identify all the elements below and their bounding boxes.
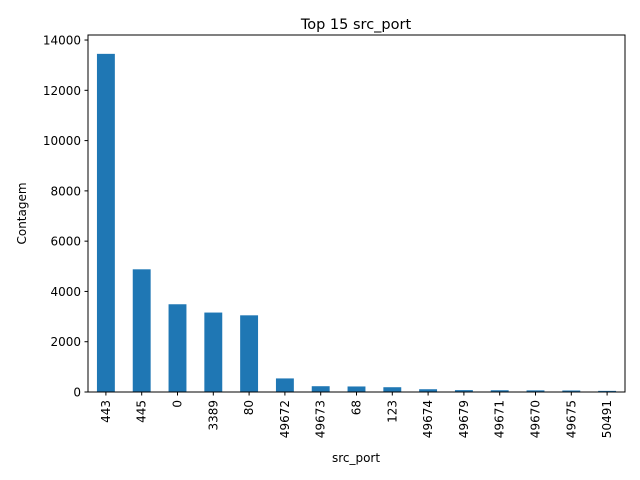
bar-49670 bbox=[526, 390, 545, 392]
x-tick-label: 50491 bbox=[600, 400, 614, 438]
bar-445 bbox=[132, 269, 151, 392]
bar-443 bbox=[96, 53, 115, 393]
y-axis: 0 2000 4000 6000 8000 10000 12000 14000 bbox=[43, 34, 88, 400]
x-tick-label: 123 bbox=[385, 400, 399, 423]
x-tick-label: 3389 bbox=[206, 400, 220, 431]
x-tick-label: 68 bbox=[350, 400, 364, 415]
y-tick-label: 14000 bbox=[43, 34, 81, 48]
x-tick-label: 49679 bbox=[457, 400, 471, 438]
x-tick-label: 443 bbox=[99, 400, 113, 423]
bar-50491 bbox=[598, 390, 617, 392]
bar-0 bbox=[168, 304, 187, 392]
y-tick-label: 6000 bbox=[50, 235, 81, 249]
x-tick-label: 445 bbox=[135, 400, 149, 423]
y-tick-label: 10000 bbox=[43, 134, 81, 148]
bar-49672 bbox=[275, 378, 294, 392]
x-axis: 443 445 0 3389 80 49672 49673 68 123 49674 49679 49… bbox=[99, 392, 614, 438]
x-tick-label: 49671 bbox=[493, 400, 507, 438]
plot-frame bbox=[87, 34, 626, 393]
x-tick-label: 0 bbox=[171, 400, 185, 408]
bar-49671 bbox=[490, 390, 509, 392]
x-tick-label: 49670 bbox=[529, 400, 543, 438]
bar-49679 bbox=[454, 390, 473, 392]
y-tick-label: 8000 bbox=[50, 184, 81, 198]
x-tick-label: 49675 bbox=[564, 400, 578, 438]
x-axis-label: src_port bbox=[332, 451, 380, 465]
y-tick-label: 2000 bbox=[50, 335, 81, 349]
bar-123 bbox=[383, 387, 402, 392]
x-tick-label: 49672 bbox=[278, 400, 292, 438]
bar-3389 bbox=[204, 312, 223, 392]
y-axis-label: Contagem bbox=[15, 182, 29, 244]
y-tick-label: 4000 bbox=[50, 285, 81, 299]
y-tick-label: 0 bbox=[73, 386, 81, 400]
bar-49675 bbox=[562, 390, 581, 392]
bar-80 bbox=[240, 315, 259, 392]
bar-68 bbox=[347, 386, 366, 392]
bar-49674 bbox=[419, 389, 438, 392]
y-tick-label: 12000 bbox=[43, 84, 81, 98]
bar-49673 bbox=[311, 386, 330, 392]
x-tick-label: 49673 bbox=[314, 400, 328, 438]
x-tick-label: 80 bbox=[242, 400, 256, 415]
bars-group bbox=[96, 53, 617, 393]
x-tick-label: 49674 bbox=[421, 400, 435, 438]
chart-title: Top 15 src_port bbox=[300, 17, 412, 33]
